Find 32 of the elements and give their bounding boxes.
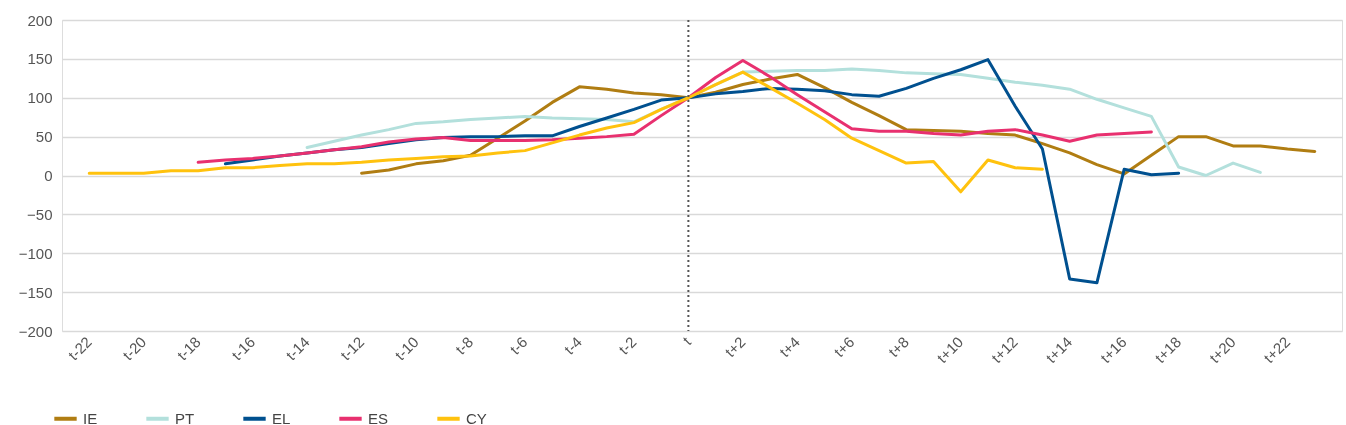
x-tick-label: t-2: [615, 333, 640, 358]
legend-label: IE: [83, 409, 98, 425]
x-tick-label: t: [679, 332, 695, 349]
y-tick-label: 200: [27, 11, 53, 29]
x-tick-label: t-4: [560, 333, 586, 358]
x-tick-label: t+6: [830, 333, 858, 361]
line-series: [196, 58, 1153, 164]
legend-label: EL: [272, 409, 291, 425]
x-tick-label: t-8: [451, 333, 477, 358]
y-tick-label: 100: [27, 89, 53, 107]
x-tick-label: t-6: [506, 333, 531, 358]
y-tick-label: 150: [27, 50, 53, 68]
y-tick-label: −50: [27, 205, 53, 223]
y-tick-label: −100: [18, 244, 53, 262]
y-tick-label: −150: [18, 283, 53, 301]
x-tick-label: t-22: [64, 333, 95, 364]
legend-label: ES: [368, 409, 389, 425]
line-series: [87, 70, 1044, 194]
x-tick-label: t+8: [884, 333, 912, 361]
y-tick-label: −200: [18, 322, 53, 340]
x-tick-label: t+2: [721, 333, 749, 361]
y-tick-label: 0: [44, 167, 53, 184]
x-tick-label: t-20: [119, 333, 150, 364]
legend-label: CY: [466, 409, 487, 425]
x-tick-label: t-18: [173, 333, 204, 364]
y-tick-label: 50: [35, 128, 53, 146]
x-tick-label: t-14: [282, 333, 313, 364]
x-tick-label: t+4: [775, 333, 803, 361]
x-tick-label: t-12: [336, 333, 368, 364]
x-tick-label: t-16: [227, 333, 259, 364]
x-tick-label: t-10: [391, 333, 422, 364]
legend-label: PT: [175, 409, 195, 425]
